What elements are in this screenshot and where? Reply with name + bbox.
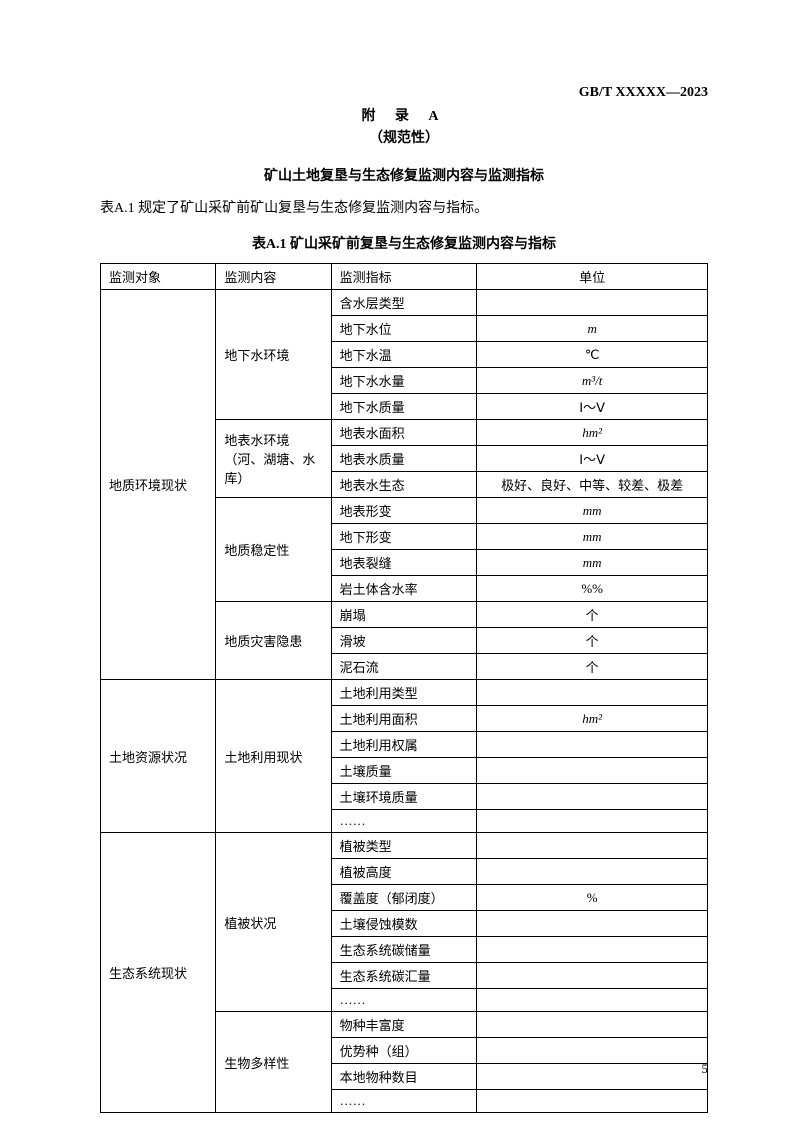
cell-unit: 个 — [477, 654, 708, 680]
appendix-title: 附 录 A — [100, 105, 708, 125]
cell-content: 地下水环境 — [216, 290, 331, 420]
cell-unit — [477, 937, 708, 963]
cell-indicator: 土地利用面积 — [331, 706, 477, 732]
cell-unit: hm² — [477, 706, 708, 732]
cell-indicator: 岩土体含水率 — [331, 576, 477, 602]
cell-unit: mm — [477, 524, 708, 550]
table-row: 生态系统现状植被状况植被类型 — [101, 833, 708, 859]
cell-content: 地质稳定性 — [216, 498, 331, 602]
cell-unit: m — [477, 316, 708, 342]
cell-content: 地质灾害隐患 — [216, 602, 331, 680]
table-header-row: 监测对象 监测内容 监测指标 单位 — [101, 264, 708, 290]
appendix-subtitle: （规范性） — [100, 127, 708, 147]
cell-unit: Ⅰ～Ⅴ — [477, 446, 708, 472]
cell-unit: 极好、良好、中等、较差、极差 — [477, 472, 708, 498]
cell-unit — [477, 1012, 708, 1038]
header-unit: 单位 — [477, 264, 708, 290]
cell-unit — [477, 290, 708, 316]
cell-indicator: 地下形变 — [331, 524, 477, 550]
header-content: 监测内容 — [216, 264, 331, 290]
cell-object: 生态系统现状 — [101, 833, 216, 1113]
cell-indicator: …… — [331, 989, 477, 1012]
cell-object: 土地资源状况 — [101, 680, 216, 833]
cell-indicator: 土壤环境质量 — [331, 784, 477, 810]
cell-indicator: 地表水质量 — [331, 446, 477, 472]
cell-indicator: 植被类型 — [331, 833, 477, 859]
cell-indicator: 地下水温 — [331, 342, 477, 368]
cell-indicator: 植被高度 — [331, 859, 477, 885]
cell-content: 地表水环境 （河、湖塘、水库） — [216, 420, 331, 498]
cell-indicator: …… — [331, 1090, 477, 1113]
intro-text: 表A.1 规定了矿山采矿前矿山复垦与生态修复监测内容与指标。 — [100, 197, 708, 217]
cell-unit — [477, 1038, 708, 1064]
cell-unit — [477, 680, 708, 706]
cell-unit: 个 — [477, 628, 708, 654]
cell-content: 生物多样性 — [216, 1012, 331, 1113]
cell-unit — [477, 784, 708, 810]
cell-unit — [477, 732, 708, 758]
cell-indicator: 地表裂缝 — [331, 550, 477, 576]
cell-indicator: 滑坡 — [331, 628, 477, 654]
table-row: 地质环境现状地下水环境含水层类型 — [101, 290, 708, 316]
cell-indicator: 生态系统碳汇量 — [331, 963, 477, 989]
cell-unit — [477, 758, 708, 784]
page-number: 5 — [702, 1061, 709, 1077]
cell-unit — [477, 1090, 708, 1113]
header-indicator: 监测指标 — [331, 264, 477, 290]
section-title: 矿山土地复垦与生态修复监测内容与监测指标 — [100, 165, 708, 185]
header-object: 监测对象 — [101, 264, 216, 290]
cell-indicator: 地下水质量 — [331, 394, 477, 420]
cell-object: 地质环境现状 — [101, 290, 216, 680]
cell-unit: %% — [477, 576, 708, 602]
cell-unit — [477, 859, 708, 885]
cell-indicator: 泥石流 — [331, 654, 477, 680]
cell-unit: % — [477, 885, 708, 911]
monitoring-table: 监测对象 监测内容 监测指标 单位 地质环境现状地下水环境含水层类型地下水位m地… — [100, 263, 708, 1113]
cell-indicator: 本地物种数目 — [331, 1064, 477, 1090]
cell-indicator: …… — [331, 810, 477, 833]
cell-indicator: 土地利用类型 — [331, 680, 477, 706]
cell-content: 植被状况 — [216, 833, 331, 1012]
cell-unit — [477, 810, 708, 833]
cell-unit — [477, 833, 708, 859]
table-row: 土地资源状况土地利用现状土地利用类型 — [101, 680, 708, 706]
cell-indicator: 土地利用权属 — [331, 732, 477, 758]
cell-indicator: 地表水生态 — [331, 472, 477, 498]
cell-unit — [477, 989, 708, 1012]
cell-indicator: 土壤质量 — [331, 758, 477, 784]
cell-unit: 个 — [477, 602, 708, 628]
cell-indicator: 生态系统碳储量 — [331, 937, 477, 963]
cell-unit: m³/t — [477, 368, 708, 394]
cell-unit: Ⅰ～Ⅴ — [477, 394, 708, 420]
cell-unit — [477, 963, 708, 989]
cell-indicator: 地表水面积 — [331, 420, 477, 446]
cell-indicator: 崩塌 — [331, 602, 477, 628]
cell-indicator: 物种丰富度 — [331, 1012, 477, 1038]
doc-id: GB/T XXXXX—2023 — [579, 85, 708, 101]
cell-indicator: 含水层类型 — [331, 290, 477, 316]
cell-unit — [477, 911, 708, 937]
cell-indicator: 地表形变 — [331, 498, 477, 524]
cell-indicator: 地下水位 — [331, 316, 477, 342]
cell-indicator: 覆盖度（郁闭度） — [331, 885, 477, 911]
cell-unit — [477, 1064, 708, 1090]
cell-indicator: 优势种（组） — [331, 1038, 477, 1064]
cell-indicator: 土壤侵蚀模数 — [331, 911, 477, 937]
cell-unit: mm — [477, 498, 708, 524]
cell-indicator: 地下水水量 — [331, 368, 477, 394]
cell-content: 土地利用现状 — [216, 680, 331, 833]
cell-unit: mm — [477, 550, 708, 576]
table-title: 表A.1 矿山采矿前复垦与生态修复监测内容与指标 — [100, 233, 708, 253]
cell-unit: ℃ — [477, 342, 708, 368]
cell-unit: hm² — [477, 420, 708, 446]
